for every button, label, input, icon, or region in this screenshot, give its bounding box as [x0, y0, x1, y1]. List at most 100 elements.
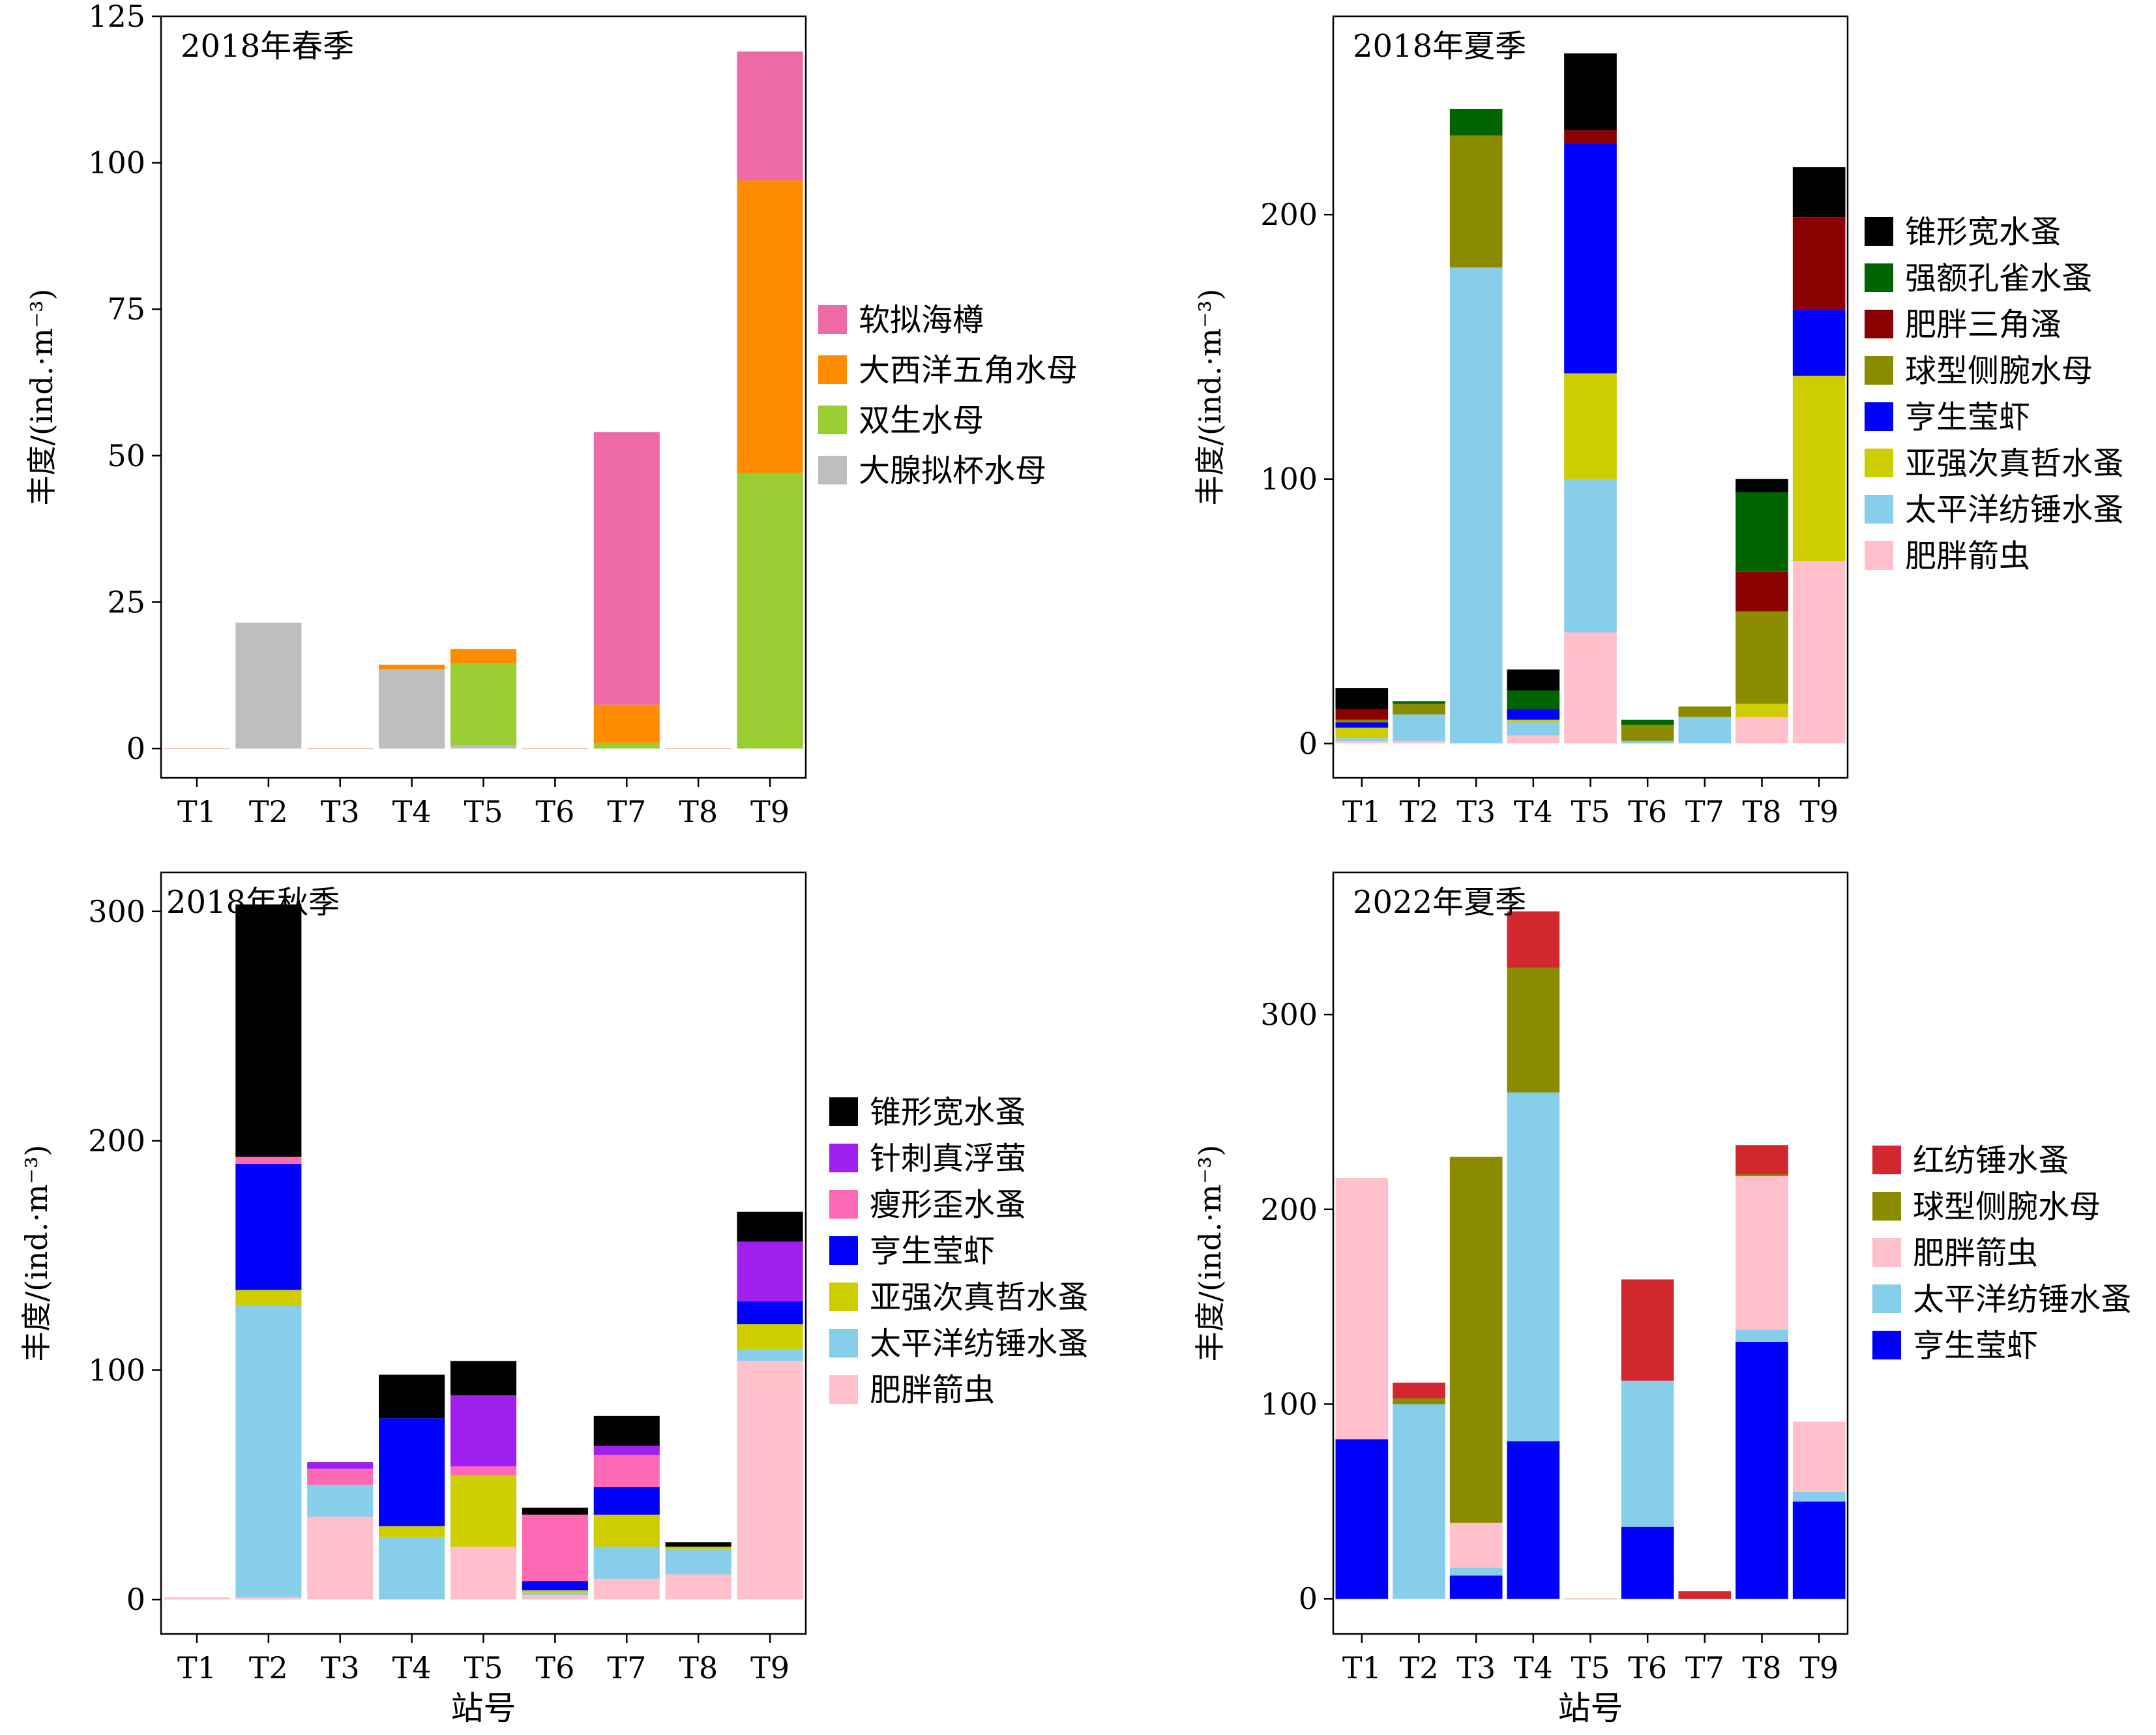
x-tick-label: T2 [1400, 1650, 1439, 1685]
bar-p3-s7-T8 [665, 1542, 731, 1547]
bar-p4-s3-T3 [1449, 1522, 1503, 1568]
legend-label: 肥胖三角溞 [1905, 306, 2061, 343]
x-tick-label: T7 [607, 1650, 646, 1685]
bar-p2-s5-T2 [1393, 704, 1445, 715]
legend-swatch [1865, 541, 1893, 570]
y-tick-label: 100 [88, 145, 145, 181]
x-tick-label: T7 [1685, 1650, 1724, 1685]
y-axis-label: 丰度/(ind.·m⁻³) [1192, 1145, 1228, 1362]
x-tick-label: T1 [1342, 794, 1381, 829]
y-axis-label: 丰度/(ind.·m⁻³) [19, 1145, 54, 1362]
legend-label: 亨生莹虾 [1913, 1327, 2038, 1364]
bar-p2-s1-T2 [1393, 741, 1445, 744]
legend-swatch [1865, 402, 1893, 431]
x-tick-label: T8 [1743, 1650, 1782, 1685]
bar-p3-s4-T7 [593, 1487, 660, 1515]
bar-p2-s4-T5 [1564, 143, 1617, 374]
bar-p3-s6-T7 [593, 1446, 660, 1455]
bar-p2-s6-T1 [1335, 709, 1389, 720]
x-tick-label: T5 [1571, 794, 1610, 829]
bar-p1-s1-T5 [450, 745, 517, 749]
bar-p3-s1-T9 [737, 1361, 803, 1600]
bar-p2-s7-T3 [1449, 108, 1503, 136]
bar-p3-s7-T2 [235, 904, 302, 1157]
bar-p2-s5-T7 [1678, 706, 1732, 717]
x-tick-label: T3 [321, 1650, 360, 1685]
x-axis-label: 站号 [451, 1689, 516, 1727]
legend-swatch [1872, 1146, 1901, 1174]
bar-p3-s2-T7 [593, 1547, 660, 1579]
panel-label: 2018年秋季 [166, 884, 340, 921]
bar-p2-s7-T6 [1621, 719, 1674, 725]
x-tick-label: T6 [1628, 794, 1667, 829]
x-axis-label: 站号 [1558, 1689, 1623, 1727]
bar-p3-s4-T9 [737, 1301, 803, 1325]
panel-label: 2018年春季 [181, 28, 354, 65]
bar-p3-s1-T1 [164, 1597, 230, 1600]
x-tick-label: T4 [392, 794, 432, 829]
bar-p3-s2-T6 [522, 1592, 588, 1595]
bar-p3-s1-T8 [665, 1574, 731, 1600]
bar-p4-s5-T4 [1507, 911, 1560, 968]
bar-p4-s2-T2 [1393, 1404, 1445, 1599]
bar-p2-s3-T8 [1735, 704, 1788, 717]
bar-p3-s3-T8 [665, 1547, 731, 1549]
legend-label: 锥形宽水蚤 [1905, 214, 2061, 250]
legend-swatch [818, 305, 847, 334]
bar-p3-s6-T3 [307, 1462, 374, 1469]
y-tick-label: 200 [1260, 1192, 1318, 1227]
bar-p4-s1-T1 [1335, 1439, 1389, 1599]
bar-p3-s5-T5 [450, 1466, 517, 1476]
y-tick-label: 50 [107, 438, 145, 473]
bar-p4-s1-T9 [1792, 1501, 1846, 1599]
bar-p3-s1-T7 [593, 1579, 660, 1600]
legend-swatch [1865, 449, 1893, 477]
bar-p2-s2-T1 [1335, 738, 1389, 741]
bar-p2-s7-T2 [1393, 701, 1445, 704]
bar-p4-s5-T7 [1678, 1591, 1732, 1599]
bar-p2-s4-T9 [1792, 310, 1846, 376]
bar-p3-s7-T4 [379, 1374, 445, 1419]
bar-p4-s5-T8 [1735, 1145, 1788, 1175]
x-tick-label: T1 [177, 794, 216, 829]
x-tick-label: T3 [321, 794, 360, 829]
bar-p4-s1-T8 [1735, 1341, 1788, 1599]
bar-p2-s5-T3 [1449, 135, 1503, 268]
x-tick-label: T4 [1514, 1650, 1553, 1685]
legend-label: 大腺拟杯水母 [859, 452, 1046, 489]
legend-label: 大西洋五角水母 [859, 352, 1078, 389]
x-tick-label: T5 [464, 1650, 503, 1685]
x-tick-label: T2 [1400, 794, 1439, 829]
bar-p2-s5-T6 [1621, 724, 1674, 741]
legend-label: 锥形宽水蚤 [870, 1094, 1026, 1131]
bar-p1-s2-T7 [593, 743, 660, 749]
y-tick-label: 100 [1260, 462, 1318, 497]
legend-label: 亨生莹虾 [1905, 399, 2030, 436]
bar-p2-s2-T6 [1621, 741, 1674, 744]
bar-p3-s7-T6 [522, 1507, 588, 1515]
y-tick-label: 200 [1260, 197, 1318, 232]
legend-label: 球型侧腕水母 [1905, 353, 2093, 389]
bar-p1-s4-T9 [737, 51, 803, 181]
bar-p3-s5-T2 [235, 1157, 302, 1164]
bar-p2-s3-T5 [1564, 373, 1617, 479]
bar-p2-s8-T4 [1507, 669, 1560, 691]
bar-p2-s4-T1 [1335, 722, 1389, 728]
legend-label: 瘦形歪水蚤 [870, 1187, 1026, 1223]
legend-label: 太平洋纺锤水蚤 [1913, 1281, 2132, 1318]
bar-p4-s4-T4 [1507, 968, 1560, 1093]
legend-label: 亚强次真哲水蚤 [870, 1279, 1089, 1316]
bar-p4-s2-T9 [1792, 1491, 1846, 1502]
bar-p2-s5-T8 [1735, 611, 1788, 704]
y-tick-label: 0 [1299, 1581, 1318, 1616]
legend-label: 球型侧腕水母 [1913, 1189, 2101, 1225]
bar-p4-s1-T6 [1621, 1526, 1674, 1599]
legend-swatch [1865, 495, 1893, 524]
legend-swatch [829, 1283, 858, 1311]
legend-swatch [1865, 310, 1893, 338]
bar-p3-s5-T6 [522, 1515, 588, 1582]
bar-p4-s2-T6 [1621, 1380, 1674, 1527]
x-tick-label: T9 [750, 1650, 790, 1685]
bar-p2-s1-T4 [1507, 735, 1560, 744]
